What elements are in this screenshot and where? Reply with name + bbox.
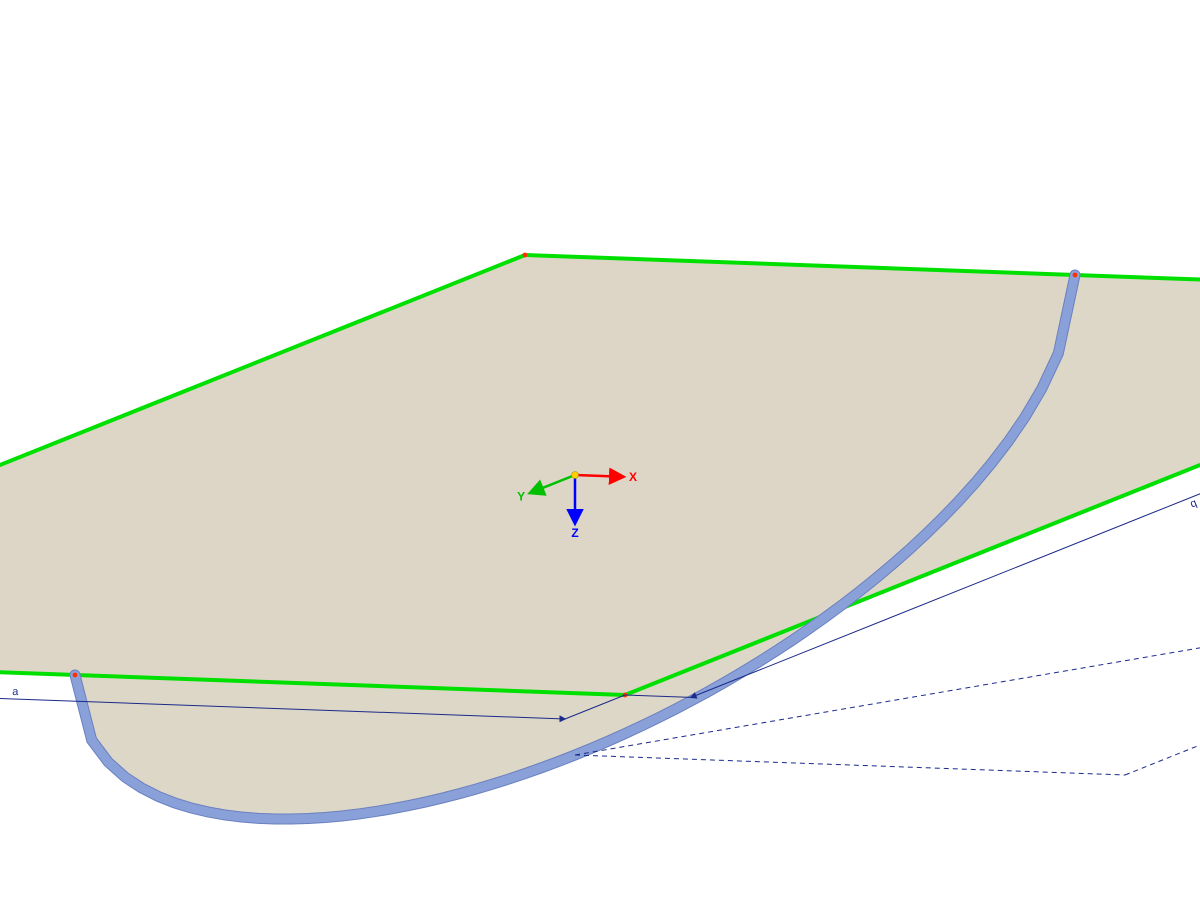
axis-z-label: Z: [571, 526, 578, 540]
node-point: [523, 253, 528, 258]
dim-b-label: b: [1189, 497, 1199, 510]
structural-model-view: abHXYZ: [0, 0, 1200, 900]
dim-a-label: a: [12, 686, 19, 698]
axis-x-arrow: [575, 475, 623, 477]
node-point: [1073, 273, 1078, 278]
dim-h-dash-4: [1125, 575, 1200, 775]
axis-y-label: Y: [517, 490, 525, 504]
axis-origin-dot: [572, 472, 579, 479]
dim-h-dash-3: [575, 755, 1125, 775]
axis-x-label: X: [629, 470, 637, 484]
node-point: [73, 673, 78, 678]
membrane-front-sheet: [0, 255, 1075, 819]
